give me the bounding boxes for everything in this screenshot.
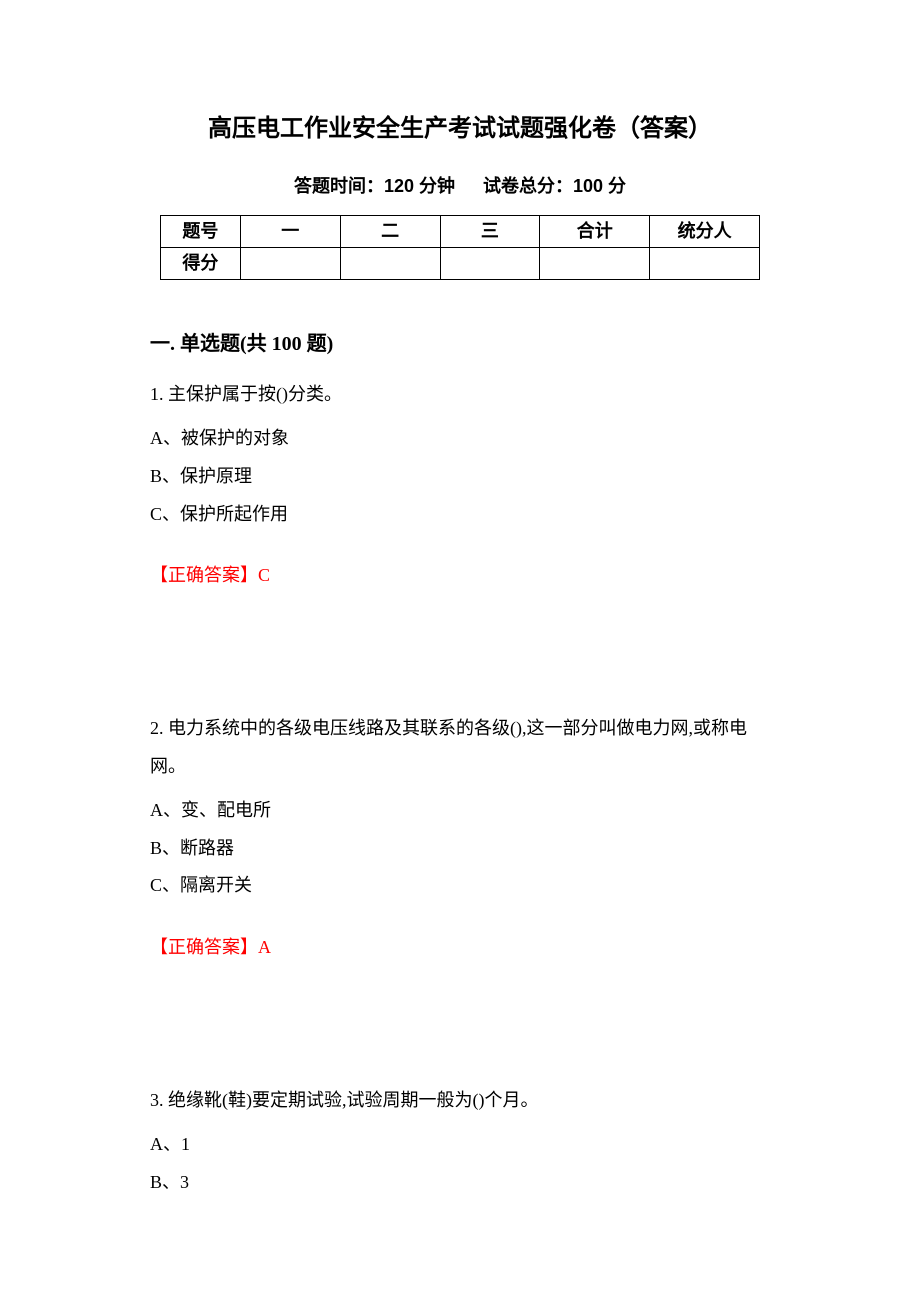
option-c: C、隔离开关 xyxy=(150,867,770,905)
table-cell-header: 合计 xyxy=(540,216,650,248)
exam-subtitle: 答题时间：120 分钟 试卷总分：100 分 xyxy=(150,172,770,201)
table-cell-empty xyxy=(440,248,540,280)
question-stem: 2. 电力系统中的各级电压线路及其联系的各级(),这一部分叫做电力网,或称电网。 xyxy=(150,710,770,786)
table-cell-empty xyxy=(650,248,760,280)
answer-label: 【正确答案】 xyxy=(150,565,258,585)
answer-value: C xyxy=(258,565,270,585)
section-1-header: 一. 单选题(共 100 题) xyxy=(150,328,770,360)
exam-title: 高压电工作业安全生产考试试题强化卷（答案） xyxy=(150,110,770,148)
table-cell-header: 三 xyxy=(440,216,540,248)
option-a: A、变、配电所 xyxy=(150,792,770,830)
table-cell-empty xyxy=(540,248,650,280)
question-options: A、1 B、3 xyxy=(150,1126,770,1202)
question-2: 2. 电力系统中的各级电压线路及其联系的各级(),这一部分叫做电力网,或称电网。… xyxy=(150,710,770,962)
table-cell-empty xyxy=(240,248,340,280)
option-b: B、保护原理 xyxy=(150,458,770,496)
option-c: C、保护所起作用 xyxy=(150,496,770,534)
question-1: 1. 主保护属于按()分类。 A、被保护的对象 B、保护原理 C、保护所起作用 … xyxy=(150,376,770,590)
question-options: A、被保护的对象 B、保护原理 C、保护所起作用 xyxy=(150,420,770,533)
question-stem: 3. 绝缘靴(鞋)要定期试验,试验周期一般为()个月。 xyxy=(150,1082,770,1120)
table-cell-empty xyxy=(340,248,440,280)
question-3: 3. 绝缘靴(鞋)要定期试验,试验周期一般为()个月。 A、1 B、3 xyxy=(150,1082,770,1201)
option-a: A、1 xyxy=(150,1126,770,1164)
score-table: 题号 一 二 三 合计 统分人 得分 xyxy=(160,215,760,280)
answer-value: A xyxy=(258,937,271,957)
answer-label: 【正确答案】 xyxy=(150,937,258,957)
table-cell-header: 题号 xyxy=(161,216,241,248)
option-b: B、断路器 xyxy=(150,830,770,868)
answer-line: 【正确答案】C xyxy=(150,561,770,590)
table-cell-header: 二 xyxy=(340,216,440,248)
answer-line: 【正确答案】A xyxy=(150,933,770,962)
option-a: A、被保护的对象 xyxy=(150,420,770,458)
table-row: 题号 一 二 三 合计 统分人 xyxy=(161,216,760,248)
time-limit-label: 答题时间：120 分钟 xyxy=(294,176,455,196)
total-score-label: 试卷总分：100 分 xyxy=(483,176,626,196)
table-cell-header: 一 xyxy=(240,216,340,248)
question-stem: 1. 主保护属于按()分类。 xyxy=(150,376,770,414)
table-row: 得分 xyxy=(161,248,760,280)
option-b: B、3 xyxy=(150,1164,770,1202)
table-cell-header: 统分人 xyxy=(650,216,760,248)
table-cell-label: 得分 xyxy=(161,248,241,280)
question-options: A、变、配电所 B、断路器 C、隔离开关 xyxy=(150,792,770,905)
